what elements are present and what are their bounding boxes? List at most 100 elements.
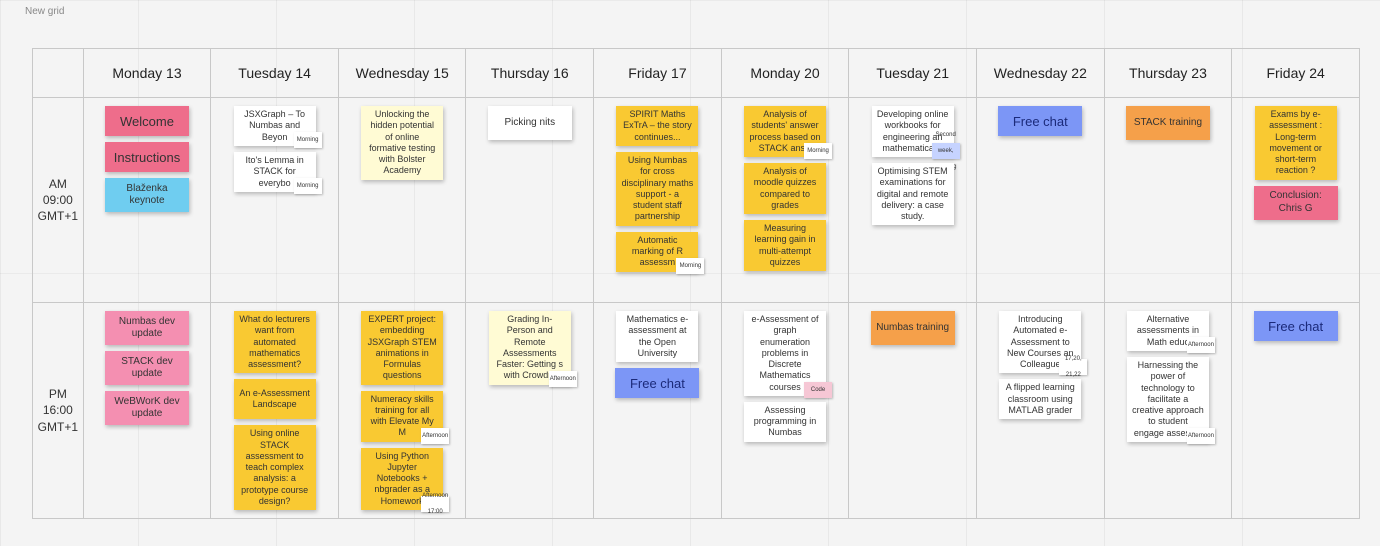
cell: Numbas training <box>849 303 977 519</box>
sticky-tag[interactable]: Afternoon 17:00 <box>421 496 449 512</box>
sticky-note[interactable]: Using Python Jupyter Notebooks + nbgrade… <box>361 448 443 510</box>
sticky-note[interactable]: Grading In-Person and Remote Assessments… <box>489 311 571 385</box>
day-header: Thursday 16 <box>466 49 594 98</box>
cell: e-Assessment of graph enumeration proble… <box>721 303 849 519</box>
notes-stack: Mathematics e-assessment at the Open Uni… <box>598 311 717 398</box>
sticky-tag[interactable]: Code <box>804 382 832 398</box>
day-header: Tuesday 14 <box>211 49 339 98</box>
sticky-note[interactable]: Numbas training <box>871 311 955 345</box>
sticky-note[interactable]: Optimising STEM examinations for digital… <box>872 163 954 225</box>
sticky-tag[interactable]: Morning <box>676 258 704 274</box>
day-header: Thursday 23 <box>1104 49 1232 98</box>
header-row: Monday 13Tuesday 14Wednesday 15Thursday … <box>33 49 1360 98</box>
cell: SPIRIT Maths ExTrA – the story continues… <box>594 98 722 303</box>
sticky-note[interactable]: Picking nits <box>488 106 572 140</box>
sticky-tag[interactable]: Second week, morning <box>932 143 960 159</box>
notes-stack: e-Assessment of graph enumeration proble… <box>726 311 845 442</box>
sticky-note[interactable]: What do lecturers want from automated ma… <box>234 311 316 373</box>
cell: Picking nits <box>466 98 594 303</box>
sticky-note[interactable]: Exams by e-assessment : Long-term moveme… <box>1255 106 1337 180</box>
sticky-note[interactable]: Harnessing the power of technology to fa… <box>1127 357 1209 442</box>
notes-stack: Unlocking the hidden potential of online… <box>343 106 462 180</box>
sticky-note[interactable]: Conclusion: Chris G <box>1254 186 1338 220</box>
sticky-note[interactable]: JSXGraph – To Numbas and BeyonMorning <box>234 106 316 146</box>
sticky-note[interactable]: Using online STACK assessment to teach c… <box>234 425 316 510</box>
sticky-note[interactable]: STACK training <box>1126 106 1210 140</box>
miro-board[interactable]: New grid Monday 13Tuesday 14Wednesday 15… <box>0 0 1380 546</box>
cell: Unlocking the hidden potential of online… <box>338 98 466 303</box>
sticky-tag[interactable]: Morning <box>294 178 322 194</box>
cell: JSXGraph – To Numbas and BeyonMorning Ito… <box>211 98 339 303</box>
sticky-note[interactable]: Numeracy skills training for all with El… <box>361 391 443 442</box>
sticky-note[interactable]: WeBWorK dev update <box>105 391 189 425</box>
sticky-note[interactable]: A flipped learning classroom using MATLA… <box>999 379 1081 419</box>
sticky-note[interactable]: STACK dev update <box>105 351 189 385</box>
slot-label-pm: PM16:00GMT+1 <box>33 303 84 519</box>
sticky-note[interactable]: Introducing Automated e-Assessment to Ne… <box>999 311 1081 373</box>
sticky-note[interactable]: Assessing programming in Numbas <box>744 402 826 442</box>
sticky-note[interactable]: Measuring learning gain in multi-attempt… <box>744 220 826 271</box>
sticky-note[interactable]: Analysis of moodle quizzes compared to g… <box>744 163 826 214</box>
cell: Welcome Instructions Blaženka keynote <box>83 98 211 303</box>
sticky-note[interactable]: Analysis of students' answer process bas… <box>744 106 826 157</box>
sticky-note[interactable]: Mathematics e-assessment at the Open Uni… <box>616 311 698 362</box>
notes-stack: Analysis of students' answer process bas… <box>726 106 845 271</box>
sticky-note[interactable]: e-Assessment of graph enumeration proble… <box>744 311 826 396</box>
slot-row-am: AM09:00GMT+1 Welcome Instructions Blaženka … <box>33 98 1360 303</box>
sticky-tag[interactable]: 17,20, 21,22 <box>1059 359 1087 375</box>
sticky-note[interactable]: Free chat <box>1254 311 1338 341</box>
sticky-note[interactable]: Developing online workbooks for engineer… <box>872 106 954 157</box>
cell: Mathematics e-assessment at the Open Uni… <box>594 303 722 519</box>
notes-stack: Free chat <box>1236 311 1355 341</box>
sticky-note[interactable]: Welcome <box>105 106 189 136</box>
sticky-tag[interactable]: Morning <box>294 132 322 148</box>
schedule-grid: Monday 13Tuesday 14Wednesday 15Thursday … <box>32 48 1360 519</box>
sticky-note[interactable]: Using Numbas for cross disciplinary math… <box>616 152 698 226</box>
day-header: Friday 24 <box>1232 49 1360 98</box>
notes-stack: What do lecturers want from automated ma… <box>215 311 334 510</box>
notes-stack: Exams by e-assessment : Long-term moveme… <box>1236 106 1355 220</box>
sticky-note[interactable]: Unlocking the hidden potential of online… <box>361 106 443 180</box>
sticky-note[interactable]: EXPERT project: embedding JSXGraph STEM … <box>361 311 443 385</box>
header-corner <box>33 49 84 98</box>
cell: STACK training <box>1104 98 1232 303</box>
notes-stack: Picking nits <box>470 106 589 140</box>
notes-stack: STACK training <box>1109 106 1228 140</box>
sticky-note[interactable]: Ito's Lemma in STACK for everyboMorning <box>234 152 316 192</box>
notes-stack: Welcome Instructions Blaženka keynote <box>88 106 207 212</box>
notes-stack: Alternative assessments in Math educAfte… <box>1109 311 1228 442</box>
slot-row-pm: PM16:00GMT+1 Numbas dev update STACK dev u… <box>33 303 1360 519</box>
sticky-tag[interactable]: Afternoon <box>1187 428 1215 444</box>
sticky-note[interactable]: Free chat <box>998 106 1082 136</box>
cell: What do lecturers want from automated ma… <box>211 303 339 519</box>
day-header: Tuesday 21 <box>849 49 977 98</box>
cell: EXPERT project: embedding JSXGraph STEM … <box>338 303 466 519</box>
cell: Analysis of students' answer process bas… <box>721 98 849 303</box>
sticky-tag[interactable]: Afternoon <box>421 428 449 444</box>
cell: Developing online workbooks for engineer… <box>849 98 977 303</box>
day-header: Friday 17 <box>594 49 722 98</box>
day-header: Wednesday 22 <box>976 49 1104 98</box>
sticky-tag[interactable]: Morning <box>804 143 832 159</box>
cell: Alternative assessments in Math educAfte… <box>1104 303 1232 519</box>
cell: Free chat <box>1232 303 1360 519</box>
sticky-tag[interactable]: Afternoon <box>549 371 577 387</box>
sticky-note[interactable]: Blaženka keynote <box>105 178 189 212</box>
slot-label-am: AM09:00GMT+1 <box>33 98 84 303</box>
sticky-note[interactable]: Alternative assessments in Math educAfte… <box>1127 311 1209 351</box>
notes-stack: Grading In-Person and Remote Assessments… <box>470 311 589 385</box>
day-header: Wednesday 15 <box>338 49 466 98</box>
sticky-note[interactable]: An e-Assessment Landscape <box>234 379 316 419</box>
notes-stack: Numbas dev update STACK dev update WeBWorK… <box>88 311 207 425</box>
frame-label: New grid <box>25 6 64 17</box>
sticky-note[interactable]: Automatic marking of R assessmMorning <box>616 232 698 272</box>
cell: Exams by e-assessment : Long-term moveme… <box>1232 98 1360 303</box>
notes-stack: Introducing Automated e-Assessment to Ne… <box>981 311 1100 419</box>
sticky-note[interactable]: Free chat <box>615 368 699 398</box>
notes-stack: EXPERT project: embedding JSXGraph STEM … <box>343 311 462 510</box>
day-header: Monday 20 <box>721 49 849 98</box>
sticky-note[interactable]: SPIRIT Maths ExTrA – the story continues… <box>616 106 698 146</box>
sticky-note[interactable]: Numbas dev update <box>105 311 189 345</box>
sticky-note[interactable]: Instructions <box>105 142 189 172</box>
sticky-tag[interactable]: Afternoon <box>1187 337 1215 353</box>
